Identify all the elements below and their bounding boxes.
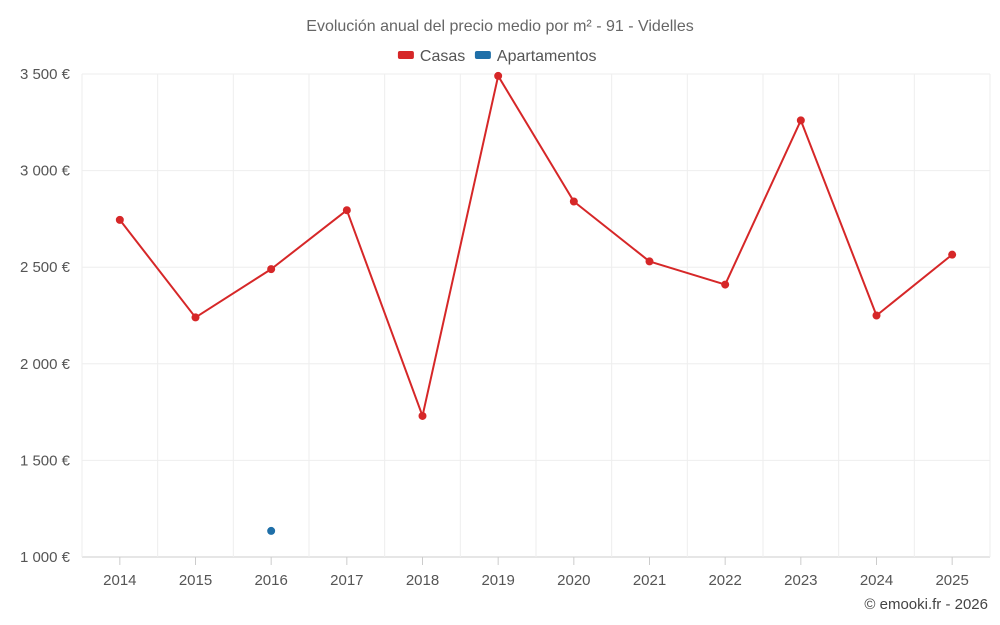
- data-point[interactable]: [872, 311, 881, 320]
- plot-area: [115, 71, 957, 535]
- x-tick-label: 2021: [633, 572, 666, 589]
- legend-label: Casas: [420, 48, 465, 65]
- y-tick-label: 1 500 €: [20, 452, 71, 469]
- x-tick-label: 2016: [254, 572, 287, 589]
- data-point[interactable]: [796, 116, 805, 125]
- x-tick-label: 2024: [860, 572, 893, 589]
- data-point[interactable]: [948, 250, 957, 259]
- data-point[interactable]: [115, 215, 124, 224]
- legend: Casas Apartamentos: [397, 48, 597, 65]
- grid: [81, 73, 991, 558]
- x-axis: 2014 2015 2016 2017 2018 2019 2020 2021 2022 2023…: [103, 557, 969, 589]
- data-point[interactable]: [569, 197, 578, 206]
- data-point[interactable]: [494, 71, 503, 80]
- y-tick-label: 3 000 €: [20, 163, 71, 180]
- legend-item[interactable]: Apartamentos: [474, 48, 597, 65]
- x-tick-label: 2017: [330, 572, 363, 589]
- x-tick-label: 2023: [784, 572, 817, 589]
- legend-label: Apartamentos: [497, 48, 597, 65]
- y-tick-label: 2 500 €: [20, 259, 71, 276]
- credit-text: © emooki.fr - 2026: [864, 596, 988, 613]
- x-tick-label: 2015: [179, 572, 212, 589]
- chart-title: Evolución anual del precio medio por m² …: [306, 18, 693, 35]
- y-tick-label: 1 000 €: [20, 549, 71, 566]
- y-axis: 1 000 € 1 500 € 2 000 € 2 500 € 3 000 € 3 500…: [20, 66, 71, 566]
- x-tick-label: 2018: [406, 572, 439, 589]
- data-point[interactable]: [645, 257, 654, 266]
- data-point[interactable]: [418, 411, 427, 420]
- y-tick-label: 2 000 €: [20, 356, 71, 373]
- x-tick-label: 2020: [557, 572, 590, 589]
- x-tick-label: 2022: [708, 572, 741, 589]
- legend-swatch: [474, 51, 491, 59]
- data-point[interactable]: [267, 265, 276, 274]
- x-tick-label: 2014: [103, 572, 136, 589]
- data-point[interactable]: [721, 280, 730, 289]
- data-point[interactable]: [342, 206, 351, 215]
- y-tick-label: 3 500 €: [20, 66, 71, 83]
- x-tick-label: 2025: [935, 572, 968, 589]
- legend-item[interactable]: Casas: [397, 48, 465, 65]
- series-line: [119, 74, 953, 417]
- x-tick-label: 2019: [481, 572, 514, 589]
- data-point[interactable]: [191, 313, 200, 322]
- legend-swatch: [397, 51, 414, 59]
- data-point[interactable]: [267, 526, 276, 535]
